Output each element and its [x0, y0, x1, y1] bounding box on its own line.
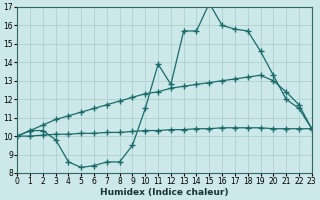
X-axis label: Humidex (Indice chaleur): Humidex (Indice chaleur): [100, 188, 229, 197]
